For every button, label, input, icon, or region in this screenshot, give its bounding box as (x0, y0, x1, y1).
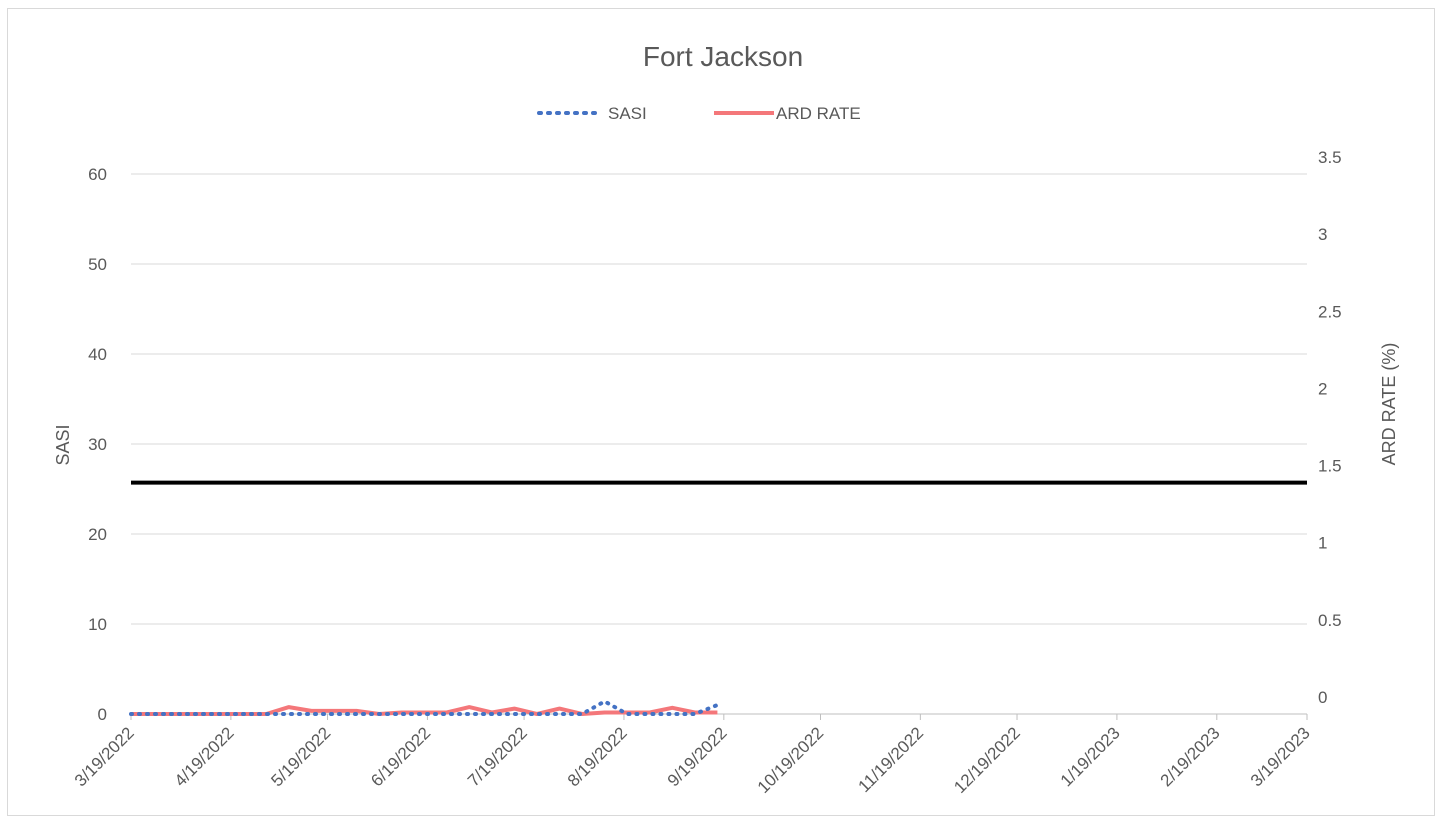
chart-title: Fort Jackson (643, 41, 803, 72)
y-right-tick-label: 3 (1318, 225, 1327, 244)
y-right-tick-label: 1.5 (1318, 457, 1342, 476)
x-tick-label: 10/19/2022 (754, 723, 828, 797)
chart-frame (7, 8, 1435, 816)
y-right-tick-label: 0 (1318, 688, 1327, 707)
x-tick-label: 3/19/2023 (1247, 723, 1314, 790)
x-tick-label: 4/19/2022 (171, 723, 238, 790)
x-tick-label: 6/19/2022 (367, 723, 434, 790)
y-axis-left-title: SASI (53, 424, 73, 465)
x-axis: 3/19/2022 4/19/2022 5/19/2022 6/19/2022 7/19… (71, 714, 1314, 797)
left-axis-ticks: 0 10 20 30 40 50 60 (88, 165, 107, 724)
series-layer (129, 699, 720, 716)
y-right-tick-label: 1 (1318, 534, 1327, 553)
series-sasi-line (129, 699, 720, 716)
y-right-tick-label: 3.5 (1318, 148, 1342, 167)
y-left-tick-label: 20 (88, 525, 107, 544)
x-tick-label: 3/19/2022 (71, 723, 138, 790)
y-right-tick-label: 2 (1318, 379, 1327, 398)
y-left-tick-label: 50 (88, 255, 107, 274)
legend-label-sasi: SASI (608, 104, 647, 123)
y-left-tick-label: 0 (98, 705, 107, 724)
x-tick-label: 2/19/2023 (1157, 723, 1224, 790)
legend-label-ard-rate: ARD RATE (776, 104, 861, 123)
right-axis-ticks: 0 0.5 1 1.5 2 2.5 3 3.5 (1318, 148, 1342, 707)
legend: SASI ARD RATE (537, 104, 861, 123)
x-tick-label: 7/19/2022 (464, 723, 531, 790)
x-tick-label: 9/19/2022 (664, 723, 731, 790)
y-right-tick-label: 2.5 (1318, 302, 1342, 321)
y-right-tick-label: 0.5 (1318, 611, 1342, 630)
gridlines (131, 173, 1307, 715)
y-axis-right-title: ARD RATE (%) (1379, 343, 1399, 466)
y-left-tick-label: 40 (88, 345, 107, 364)
x-tick-label: 12/19/2022 (950, 723, 1024, 797)
y-left-tick-label: 60 (88, 165, 107, 184)
x-tick-label: 1/19/2023 (1057, 723, 1124, 790)
y-left-tick-label: 30 (88, 435, 107, 454)
x-tick-label: 11/19/2022 (854, 723, 927, 796)
y-left-tick-label: 10 (88, 615, 107, 634)
x-tick-label: 8/19/2022 (564, 723, 631, 790)
x-tick-label: 5/19/2022 (267, 723, 334, 790)
